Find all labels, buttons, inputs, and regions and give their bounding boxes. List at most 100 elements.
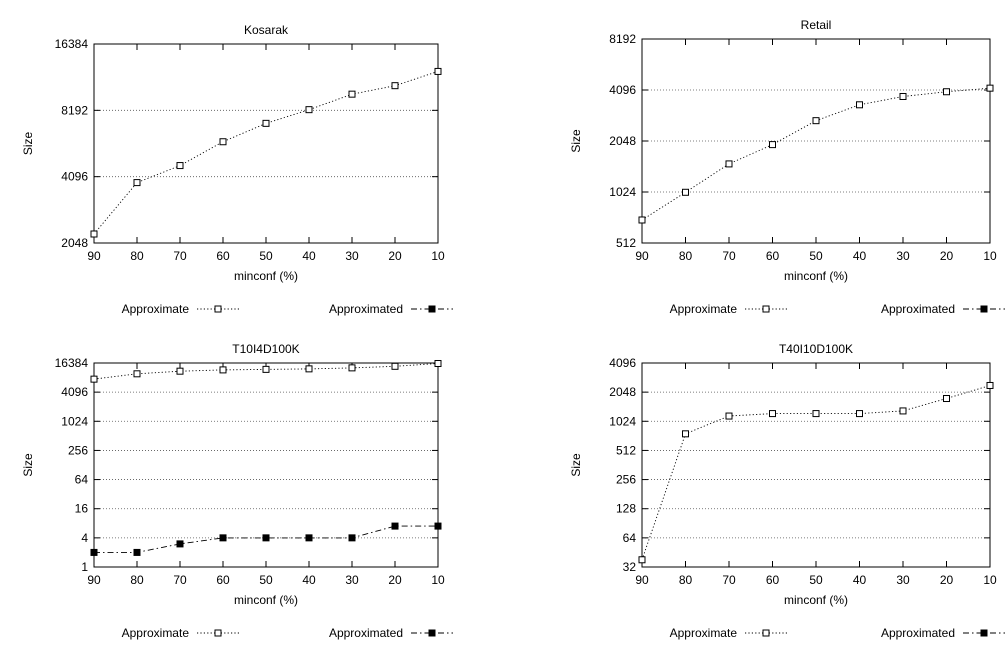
data-point-approximate <box>434 359 442 367</box>
x-tick-label: 70 <box>722 573 736 587</box>
chart-title: Kosarak <box>244 23 289 37</box>
legend-label: Approximate <box>122 626 190 640</box>
data-point-approximate <box>133 370 141 378</box>
x-axis-label: minconf (%) <box>234 269 298 283</box>
legend-swatch-marker <box>214 305 222 313</box>
x-tick-label: 60 <box>766 573 780 587</box>
plot-frame <box>93 43 439 244</box>
y-tick-label: 2048 <box>61 236 88 250</box>
x-tick-label: 30 <box>896 249 910 263</box>
data-point-approximated <box>434 522 442 530</box>
data-point-approximate <box>90 375 98 383</box>
data-point-approximate <box>219 366 227 374</box>
y-axis-label: Size <box>569 453 583 477</box>
x-tick-label: 90 <box>87 573 101 587</box>
x-tick-label: 10 <box>983 573 997 587</box>
data-point-approximate <box>219 138 227 146</box>
data-point-approximate <box>856 101 863 109</box>
data-point-approximated <box>262 534 270 542</box>
x-tick-label: 70 <box>722 249 736 263</box>
x-tick-label: 20 <box>940 249 954 263</box>
y-tick-label: 4096 <box>609 356 636 370</box>
data-point-approximated <box>348 534 356 542</box>
data-point-approximate <box>638 556 646 564</box>
data-point-approximate <box>943 88 950 96</box>
legend-label: Approximated <box>881 302 955 316</box>
legend-label: Approximated <box>881 626 955 640</box>
x-tick-label: 40 <box>853 573 867 587</box>
legend-swatch-marker <box>428 629 436 637</box>
legend-label: Approximated <box>329 626 403 640</box>
data-point-approximate <box>90 230 98 238</box>
x-tick-label: 10 <box>431 573 445 587</box>
data-point-approximate <box>682 430 689 438</box>
y-tick-label: 8192 <box>61 103 88 117</box>
x-axis-label: minconf (%) <box>234 593 298 607</box>
x-tick-label: 20 <box>388 249 402 263</box>
x-tick-label: 80 <box>679 573 693 587</box>
legend-swatch-marker <box>428 305 436 313</box>
data-point-approximate <box>769 141 776 149</box>
data-point-approximate <box>769 410 776 418</box>
y-tick-label: 512 <box>616 236 636 250</box>
series-line-approximate <box>93 70 439 235</box>
series-line-approximated <box>94 525 438 553</box>
series-line-approximate <box>641 385 991 560</box>
data-point-approximate <box>305 365 313 373</box>
legend-label: Approximated <box>329 302 403 316</box>
data-point-approximate <box>176 162 184 170</box>
x-tick-label: 40 <box>302 249 316 263</box>
data-point-approximate <box>262 119 270 127</box>
chart-title: T10I4D100K <box>232 342 299 356</box>
legend-swatch-marker <box>980 629 988 637</box>
data-point-approximate <box>986 381 994 389</box>
x-tick-label: 90 <box>87 249 101 263</box>
y-tick-label: 64 <box>75 473 89 487</box>
x-tick-label: 90 <box>635 573 649 587</box>
data-point-approximate <box>434 67 442 75</box>
y-tick-label: 2048 <box>609 385 636 399</box>
x-tick-label: 50 <box>259 249 273 263</box>
data-point-approximated <box>133 548 141 556</box>
chart-panel-0: 2048 4096 8192 16384 90 80 70 60 50 40 30 20 10 Kosar… <box>21 23 453 316</box>
chart-panel-3: 32 64 128 256 512 1024 2048 4096 90 80 70 60 50 40 30 2… <box>569 342 1005 640</box>
x-tick-label: 80 <box>679 249 693 263</box>
x-tick-label: 10 <box>983 249 997 263</box>
x-axis-label: minconf (%) <box>784 269 848 283</box>
x-tick-label: 30 <box>345 249 359 263</box>
y-tick-label: 2048 <box>609 134 636 148</box>
y-tick-label: 1024 <box>609 185 636 199</box>
y-tick-label: 64 <box>623 531 637 545</box>
x-tick-label: 60 <box>216 249 230 263</box>
data-point-approximate <box>812 117 820 125</box>
x-tick-label: 20 <box>940 573 954 587</box>
plot-frame <box>641 362 991 568</box>
legend-swatch-marker <box>214 629 222 637</box>
data-point-approximate <box>725 412 733 420</box>
y-tick-label: 1024 <box>609 414 636 428</box>
y-tick-label: 4096 <box>61 170 88 184</box>
y-tick-label: 16 <box>75 502 89 516</box>
y-tick-label: 16384 <box>55 356 89 370</box>
x-tick-label: 50 <box>809 573 823 587</box>
y-tick-label: 32 <box>623 560 637 574</box>
x-tick-label: 30 <box>345 573 359 587</box>
x-tick-label: 60 <box>766 249 780 263</box>
plot-frame <box>93 362 439 568</box>
x-tick-label: 70 <box>173 249 187 263</box>
y-tick-label: 256 <box>616 473 636 487</box>
data-point-approximate <box>176 367 184 375</box>
chart-panel-2: 1 4 16 64 256 1024 4096 16384 90 80 70 60 50 40 30 20 10… <box>21 342 453 640</box>
legend-swatch-marker <box>980 305 988 313</box>
data-point-approximate <box>638 216 646 224</box>
data-point-approximate <box>986 84 994 92</box>
y-tick-label: 256 <box>68 443 88 457</box>
data-point-approximated <box>176 540 184 548</box>
plot-frame <box>641 38 991 244</box>
data-point-approximate <box>133 179 141 187</box>
data-point-approximate <box>899 92 907 100</box>
x-tick-label: 70 <box>173 573 187 587</box>
x-tick-label: 30 <box>896 573 910 587</box>
data-point-approximated <box>391 522 399 530</box>
